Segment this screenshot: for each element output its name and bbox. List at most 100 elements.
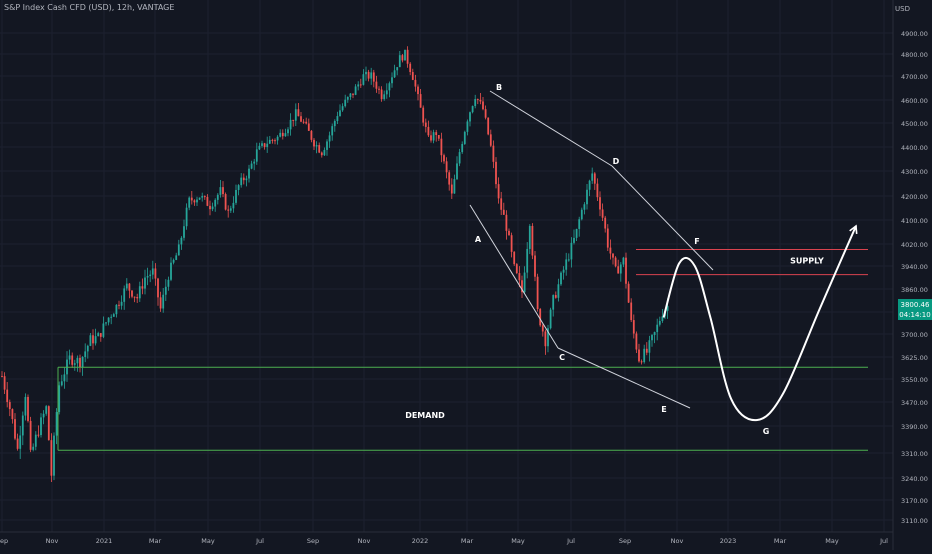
candle-body — [653, 332, 656, 336]
candle-body — [596, 183, 599, 198]
candle-body — [427, 126, 430, 136]
candle-body — [128, 283, 131, 291]
candle-body — [393, 70, 396, 78]
price-tick-label: 3310.00 — [901, 450, 928, 458]
candle-body — [359, 84, 362, 86]
time-tick-label: 2023 — [720, 537, 737, 545]
candle-body — [435, 132, 438, 136]
price-tick-label: 3700.00 — [901, 331, 928, 339]
candle-body — [349, 93, 352, 98]
candle-body — [536, 276, 539, 309]
candle-body — [149, 274, 152, 277]
candle-body — [362, 74, 365, 85]
candle-body — [261, 143, 263, 146]
candle-body — [224, 194, 227, 210]
candle-body — [586, 189, 588, 205]
channel-lower-line-1 — [469, 204, 559, 349]
candle-body — [539, 308, 542, 326]
candle-body — [398, 55, 401, 68]
candle-body — [248, 168, 250, 179]
candle-body — [409, 63, 412, 73]
candle-body — [27, 396, 29, 421]
candle-body — [497, 184, 500, 199]
candle-body — [378, 88, 380, 90]
candle-body — [614, 257, 617, 267]
wave-label-b: B — [496, 83, 502, 92]
time-tick-label: Jul — [255, 537, 264, 545]
time-tick-label: Sep — [0, 537, 8, 545]
time-tick-label: May — [201, 537, 215, 545]
candle-body — [575, 228, 578, 238]
candle-body — [229, 208, 232, 211]
time-tick-label: 2021 — [96, 537, 113, 545]
candle-body — [456, 163, 458, 180]
candle-body — [19, 435, 22, 449]
candle-body — [554, 295, 557, 298]
price-tick-label: 3170.00 — [901, 497, 928, 505]
candle-body — [593, 173, 596, 184]
candle-body — [162, 294, 165, 309]
candle-body — [305, 121, 308, 124]
candle-body — [469, 112, 471, 122]
candle-body — [323, 149, 326, 156]
candle-body — [136, 297, 139, 299]
time-tick-label: May — [825, 537, 839, 545]
candle-body — [320, 152, 323, 156]
candle-body — [8, 402, 11, 410]
candle-body — [599, 197, 601, 210]
candle-body — [482, 101, 484, 110]
candle-body — [40, 417, 42, 436]
candle-body — [102, 323, 105, 337]
candle-body — [604, 217, 607, 229]
candle-body — [588, 180, 591, 190]
candle-body — [523, 272, 526, 293]
candle-body — [560, 272, 562, 285]
candle-body — [6, 389, 9, 403]
candle-body — [619, 264, 622, 274]
price-tick-label: 4400.00 — [901, 144, 928, 152]
candle-body — [141, 286, 144, 289]
candle-body — [60, 381, 63, 386]
wave-label-e: E — [661, 405, 666, 414]
candle-body — [609, 247, 612, 254]
candle-body — [266, 143, 269, 148]
candle-body — [50, 440, 53, 476]
zones: SUPPLY DEMAND — [57, 249, 868, 451]
candle-body — [71, 355, 74, 365]
candle-body — [549, 309, 552, 329]
candle-body — [479, 99, 482, 102]
candle-body — [508, 230, 510, 236]
candle-body — [404, 49, 406, 61]
price-tick-label: 4100.00 — [901, 217, 928, 225]
candle-body — [271, 139, 274, 141]
price-axis[interactable]: 4900.00 4800.00 4700.00 4600.00 4500.00 4400.… — [892, 0, 928, 550]
candle-body — [274, 140, 276, 142]
candle-body — [661, 316, 664, 321]
candle-body — [55, 412, 58, 436]
candle-body — [107, 317, 110, 323]
candle-body — [151, 268, 154, 275]
zone-label-supply: SUPPLY — [790, 257, 824, 266]
candle-body — [331, 126, 334, 136]
candle-body — [391, 77, 393, 84]
axis-currency: USD — [895, 5, 910, 13]
candle-body — [188, 197, 191, 208]
candle-body — [112, 314, 115, 317]
time-tick-label: Nov — [46, 537, 59, 545]
time-axis[interactable]: Sep Nov 2021 Mar May Jul Sep Nov 2022 Mar May Jul Se… — [0, 531, 893, 545]
candle-body — [24, 396, 27, 416]
candle-body — [638, 349, 640, 362]
candle-body — [341, 106, 344, 111]
candle-body — [29, 420, 32, 450]
candle-body — [154, 268, 157, 279]
candle-body — [601, 209, 604, 218]
candle-body — [120, 301, 123, 306]
wave-label-g: G — [763, 427, 770, 436]
price-tick-label: 3860.00 — [901, 286, 928, 294]
candle-body — [63, 374, 66, 382]
price-tick-label: 4900.00 — [901, 30, 928, 38]
time-tick-label: Jul — [879, 537, 888, 545]
candle-body — [365, 71, 367, 75]
